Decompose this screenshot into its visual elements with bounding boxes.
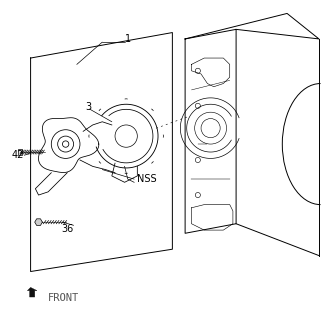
Text: 42: 42 [12, 150, 24, 160]
Polygon shape [28, 287, 37, 297]
Text: 36: 36 [61, 223, 73, 234]
Text: 1: 1 [125, 34, 131, 44]
Text: NSS: NSS [137, 174, 157, 184]
Text: 3: 3 [85, 102, 91, 112]
Text: FRONT: FRONT [48, 293, 79, 303]
Polygon shape [35, 219, 42, 226]
FancyBboxPatch shape [19, 149, 22, 155]
